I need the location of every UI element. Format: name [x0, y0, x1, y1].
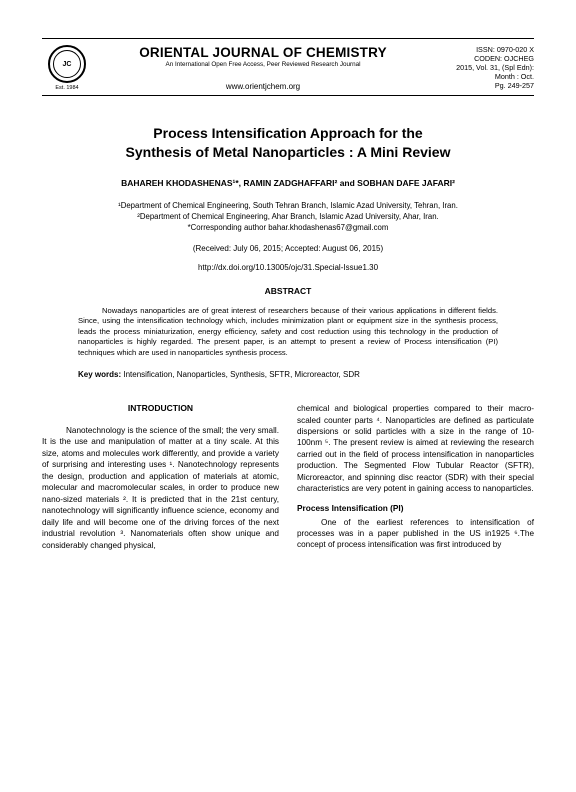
journal-title: ORIENTAL JOURNAL OF CHEMISTRY [98, 45, 428, 60]
logo-block: JC Est. 1984 [42, 45, 92, 91]
keywords-line: Key words: Intensification, Nanoparticle… [42, 370, 534, 379]
intro-paragraph-2: chemical and biological properties compa… [297, 403, 534, 495]
body-columns: INTRODUCTION Nanotechnology is the scien… [42, 403, 534, 551]
journal-subtitle: An International Open Free Access, Peer … [98, 61, 428, 68]
logo-text: JC [63, 61, 72, 68]
abstract-text: Nowadays nanoparticles are of great inte… [42, 306, 534, 358]
introduction-heading: INTRODUCTION [42, 403, 279, 415]
title-line-1: Process Intensification Approach for the [42, 124, 534, 143]
pi-heading: Process Intensification (PI) [297, 503, 534, 515]
page-info: Pg. 249-257 [434, 81, 534, 90]
keywords-values: Intensification, Nanoparticles, Synthesi… [121, 370, 360, 379]
pi-paragraph-1: One of the earliest references to intens… [297, 517, 534, 551]
article-title: Process Intensification Approach for the… [42, 124, 534, 162]
affiliations: ¹Department of Chemical Engineering, Sou… [42, 200, 534, 234]
doi-link: http://dx.doi.org/10.13005/ojc/31.Specia… [42, 263, 534, 272]
abstract-heading: ABSTRACT [42, 286, 534, 296]
authors: BAHAREH KHODASHENAS¹*, RAMIN ZADGHAFFARI… [42, 178, 534, 188]
journal-logo: JC [48, 45, 86, 83]
affiliation-2: ²Department of Chemical Engineering, Aha… [42, 211, 534, 222]
corresponding-author: *Corresponding author bahar.khodashenas6… [42, 222, 534, 233]
article-dates: (Received: July 06, 2015; Accepted: Augu… [42, 244, 534, 253]
month-info: Month : Oct. [434, 72, 534, 81]
intro-paragraph-1: Nanotechnology is the science of the sma… [42, 425, 279, 551]
logo-caption: Est. 1984 [55, 85, 78, 91]
column-left: INTRODUCTION Nanotechnology is the scien… [42, 403, 279, 551]
keywords-label: Key words: [78, 370, 121, 379]
header-center: ORIENTAL JOURNAL OF CHEMISTRY An Interna… [92, 45, 434, 91]
issue-info: 2015, Vol. 31, (Spl Edn): [434, 63, 534, 72]
title-line-2: Synthesis of Metal Nanoparticles : A Min… [42, 143, 534, 162]
column-right: chemical and biological properties compa… [297, 403, 534, 551]
coden: CODEN: OJCHEG [434, 54, 534, 63]
affiliation-1: ¹Department of Chemical Engineering, Sou… [42, 200, 534, 211]
journal-header: JC Est. 1984 ORIENTAL JOURNAL OF CHEMIST… [42, 38, 534, 96]
journal-url: www.orientjchem.org [98, 82, 428, 91]
header-meta: ISSN: 0970-020 X CODEN: OJCHEG 2015, Vol… [434, 45, 534, 90]
issn: ISSN: 0970-020 X [434, 45, 534, 54]
